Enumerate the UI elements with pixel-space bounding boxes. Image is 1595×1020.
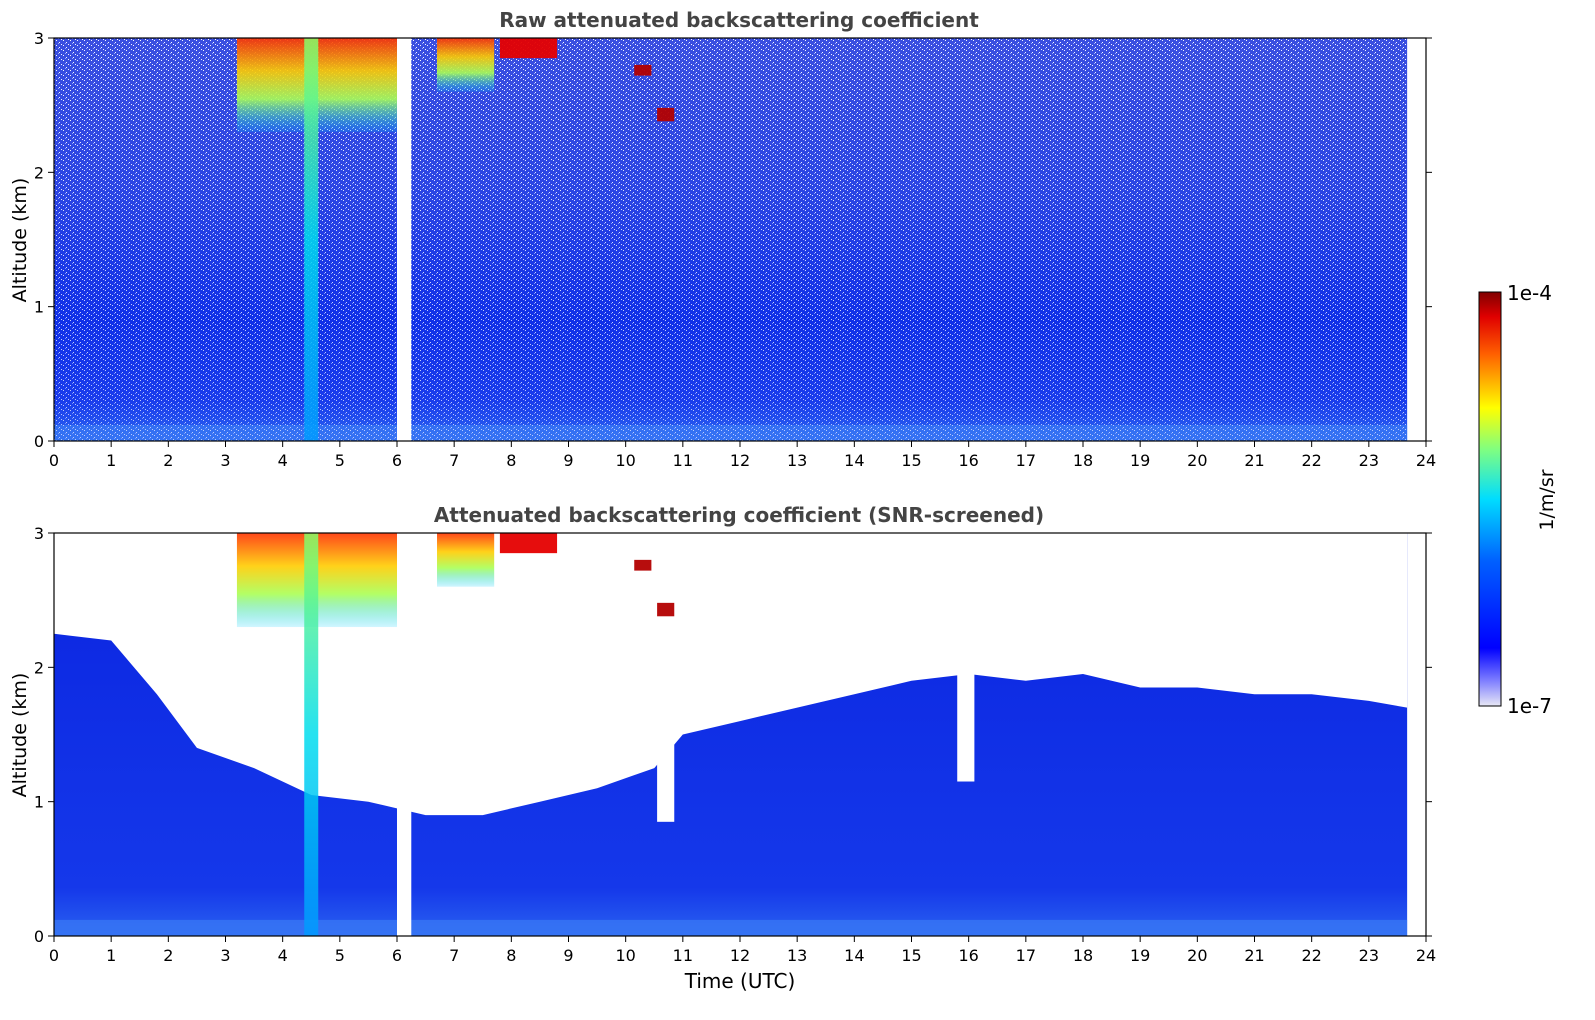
x-tick-label: 7: [449, 946, 459, 965]
precip-column: [304, 533, 319, 936]
y-tick-label: 0: [34, 927, 44, 946]
x-tick-label: 3: [220, 946, 230, 965]
x-tick-label: 6: [392, 946, 402, 965]
x-tick-label: 7: [449, 451, 459, 470]
x-axis-label: Time (UTC): [684, 969, 796, 993]
screened-gap: [957, 533, 975, 782]
x-tick-label: 13: [787, 451, 807, 470]
x-tick-label: 12: [730, 946, 750, 965]
x-tick-label: 19: [1130, 946, 1150, 965]
x-tick-label: 13: [787, 946, 807, 965]
y-tick-label: 1: [34, 793, 44, 812]
x-tick-label: 15: [901, 946, 921, 965]
x-tick-label: 21: [1244, 946, 1264, 965]
x-tick-label: 17: [1016, 946, 1036, 965]
cloud-feature: [499, 533, 558, 554]
panel-title: Attenuated backscattering coefficient (S…: [434, 503, 1044, 527]
x-tick-label: 24: [1416, 946, 1436, 965]
precip-column: [304, 38, 319, 441]
x-tick-label: 21: [1244, 451, 1264, 470]
cloud-feature: [657, 107, 675, 122]
cloud-feature: [634, 559, 652, 571]
x-tick-label: 10: [615, 946, 635, 965]
y-tick-label: 2: [34, 163, 44, 182]
x-axis: 0 1 2 3 4 5 6 7 8 9 10 11 12 13 14 15 16 17 18 19 20 21 22 23 24: [49, 936, 1436, 965]
y-axis: 0 1 2 3: [34, 29, 1432, 451]
x-axis: 0 1 2 3 4 5 6 7 8 9 10 11 12 13 14 15 16 17 18 19 20 21 22 23 24: [49, 441, 1436, 470]
x-tick-label: 8: [506, 451, 516, 470]
y-axis-label: Altitude (km): [9, 178, 31, 303]
cloud-feature: [437, 533, 495, 587]
x-tick-label: 24: [1416, 451, 1436, 470]
x-tick-label: 16: [958, 946, 978, 965]
x-tick-label: 1: [106, 946, 116, 965]
colorbar: 1e-4 1e-7 1/m/sr: [1478, 281, 1558, 718]
x-tick-label: 5: [335, 451, 345, 470]
x-tick-label: 16: [958, 451, 978, 470]
surface-layer: [54, 919, 1408, 936]
x-tick-label: 1: [106, 451, 116, 470]
x-tick-label: 5: [335, 946, 345, 965]
x-tick-label: 22: [1301, 451, 1321, 470]
x-tick-label: 20: [1187, 946, 1207, 965]
plot-area: [54, 38, 1408, 441]
panel-title: Raw attenuated backscattering coefficien…: [499, 8, 979, 32]
x-tick-label: 6: [392, 451, 402, 470]
x-tick-label: 2: [163, 451, 173, 470]
x-tick-label: 9: [563, 451, 573, 470]
x-tick-label: 23: [1359, 451, 1379, 470]
x-tick-label: 23: [1359, 946, 1379, 965]
cloud-feature: [657, 602, 675, 617]
x-tick-label: 14: [844, 451, 864, 470]
data-gap: [397, 38, 412, 441]
colorbar-min-label: 1e-7: [1507, 694, 1552, 718]
y-tick-label: 2: [34, 658, 44, 677]
raw-backscatter-panel: Raw attenuated backscattering coefficien…: [9, 8, 1436, 470]
y-tick-label: 0: [34, 432, 44, 451]
x-tick-label: 4: [278, 451, 288, 470]
colorbar-max-label: 1e-4: [1507, 281, 1552, 305]
x-tick-label: 17: [1016, 451, 1036, 470]
colorbar-unit-label: 1/m/sr: [1536, 469, 1558, 530]
x-tick-label: 4: [278, 946, 288, 965]
data-gap: [397, 533, 412, 936]
x-tick-label: 11: [673, 946, 693, 965]
x-tick-label: 18: [1073, 451, 1093, 470]
x-tick-label: 3: [220, 451, 230, 470]
x-tick-label: 0: [49, 946, 59, 965]
plot-area: [54, 533, 1408, 936]
y-tick-label: 3: [34, 29, 44, 48]
x-tick-label: 2: [163, 946, 173, 965]
y-axis: 0 1 2 3: [34, 524, 1432, 946]
x-tick-label: 22: [1301, 946, 1321, 965]
x-tick-label: 0: [49, 451, 59, 470]
x-tick-label: 9: [563, 946, 573, 965]
screened-backscatter-panel: Attenuated backscattering coefficient (S…: [9, 503, 1436, 993]
screened-gap: [657, 533, 675, 822]
x-tick-label: 20: [1187, 451, 1207, 470]
y-tick-label: 1: [34, 298, 44, 317]
y-axis-label: Altitude (km): [9, 673, 31, 798]
x-tick-label: 8: [506, 946, 516, 965]
cloud-feature: [634, 64, 652, 76]
x-tick-label: 10: [615, 451, 635, 470]
cloud-feature: [499, 38, 558, 59]
x-tick-label: 12: [730, 451, 750, 470]
colorbar-gradient: [1478, 291, 1502, 707]
y-tick-label: 3: [34, 524, 44, 543]
x-tick-label: 15: [901, 451, 921, 470]
x-tick-label: 19: [1130, 451, 1150, 470]
cloud-feature: [437, 38, 495, 92]
x-tick-label: 11: [673, 451, 693, 470]
x-tick-label: 18: [1073, 946, 1093, 965]
x-tick-label: 14: [844, 946, 864, 965]
